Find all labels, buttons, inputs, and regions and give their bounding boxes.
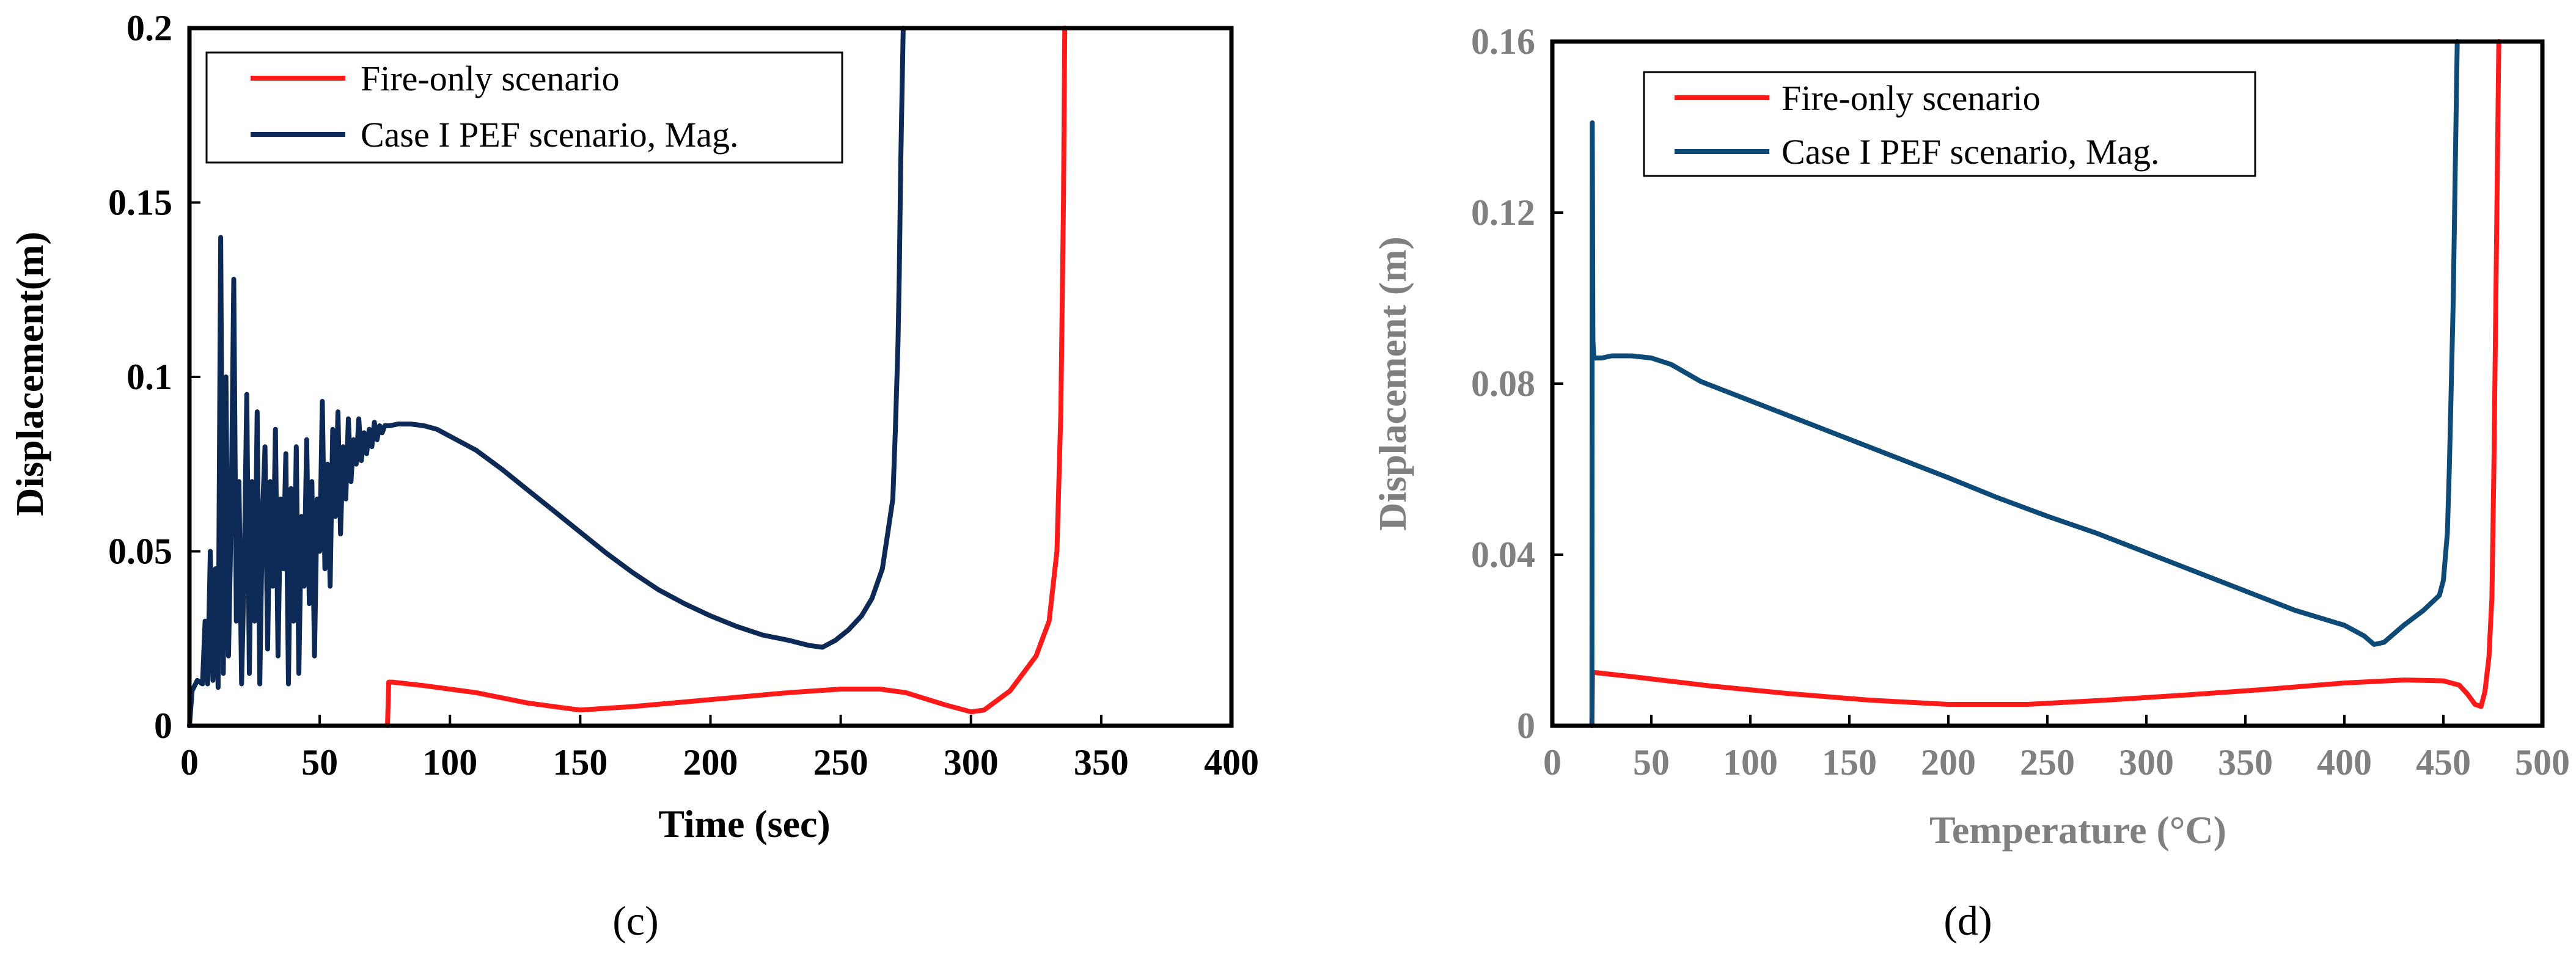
- chart-c-y-tick-label-3: 0.15: [108, 183, 172, 223]
- chart-c-legend: Fire-only scenario Case I PEF scenario, …: [205, 51, 843, 164]
- chart-d-series-layer: [1589, 39, 2501, 728]
- chart-d-x-tick-label-8: 400: [2317, 742, 2372, 783]
- chart-c-legend-label-pef: Case I PEF scenario, Mag.: [361, 115, 739, 155]
- chart-c-tick-marks: [188, 27, 1233, 727]
- chart-c-y-tick-label-2: 0.1: [127, 357, 172, 397]
- chart-c-y-tick-label-0: 0: [154, 706, 172, 746]
- chart-d-y-tick-label-1: 0.04: [1471, 535, 1535, 575]
- chart-c-x-axis-label: Time (sec): [658, 802, 830, 845]
- chart-d-x-tick-label-7: 350: [2218, 742, 2273, 783]
- chart-d-x-tick-label-2: 100: [1723, 742, 1778, 783]
- chart-c-y-axis-label: Displacement(m): [8, 232, 51, 516]
- chart-c-legend-box: [205, 51, 843, 164]
- chart-d-y-axis-label: Displacement (m): [1371, 236, 1414, 531]
- chart-c-x-tick-label-4: 200: [683, 742, 738, 783]
- chart-panel-d: 0 50 100 150 200 250 300 350 400 450 500 0 0.04 0.08…: [1371, 21, 2570, 944]
- chart-d-legend-label-fire: Fire-only scenario: [1782, 78, 2041, 118]
- chart-c-y-tick-labels: 0 0.05 0.1 0.15 0.2: [108, 8, 172, 746]
- chart-d-x-tick-label-3: 150: [1822, 742, 1877, 783]
- chart-c-x-tick-label-1: 50: [301, 742, 338, 783]
- chart-d-panel-label: (d): [1943, 897, 1992, 944]
- chart-d-y-tick-labels: 0 0.04 0.08 0.12 0.16: [1471, 21, 1535, 746]
- chart-c-x-tick-label-6: 300: [944, 742, 999, 783]
- chart-d-tick-marks: [1551, 40, 2544, 727]
- chart-d-x-tick-label-1: 50: [1633, 742, 1670, 783]
- chart-c-legend-label-fire: Fire-only scenario: [361, 59, 620, 98]
- chart-c-x-tick-label-5: 250: [813, 742, 868, 783]
- chart-d-y-tick-label-4: 0.16: [1471, 21, 1535, 62]
- chart-d-x-axis-label: Temperature (°C): [1929, 808, 2226, 852]
- chart-d-x-tick-label-10: 500: [2515, 742, 2570, 783]
- chart-d-series-fire-only-line: [1589, 39, 2501, 728]
- chart-c-x-tick-label-8: 400: [1204, 742, 1259, 783]
- chart-c-y-tick-label-4: 0.2: [127, 8, 172, 48]
- chart-d-legend-box: [1643, 71, 2256, 177]
- chart-panel-c: 0 50 100 150 200 250 300 350 400 0 0.05 0.1 0.15 0.2…: [8, 8, 1259, 944]
- chart-d-y-tick-label-0: 0: [1517, 706, 1535, 746]
- chart-c-x-tick-label-7: 350: [1074, 742, 1129, 783]
- chart-c-panel-label: (c): [612, 897, 658, 944]
- chart-c-x-tick-label-2: 100: [422, 742, 477, 783]
- chart-d-x-tick-label-9: 450: [2416, 742, 2471, 783]
- chart-d-y-tick-label-2: 0.08: [1471, 363, 1535, 404]
- chart-c-series-pef-mag-line: [187, 26, 906, 728]
- chart-c-y-tick-label-1: 0.05: [108, 531, 172, 572]
- chart-d-series-pef-mag-line: [1589, 39, 2460, 728]
- chart-c-series-fire-only-line: [385, 26, 1068, 728]
- chart-d-x-tick-label-4: 200: [1921, 742, 1976, 783]
- chart-d-y-tick-label-3: 0.12: [1471, 192, 1535, 233]
- chart-c-series-layer: [187, 26, 1068, 728]
- chart-d-x-tick-label-6: 300: [2119, 742, 2174, 783]
- chart-c-x-tick-label-3: 150: [552, 742, 607, 783]
- chart-c-x-tick-labels: 0 50 100 150 200 250 300 350 400: [180, 742, 1259, 783]
- chart-c-x-tick-label-0: 0: [180, 742, 199, 783]
- chart-d-x-tick-label-0: 0: [1543, 742, 1561, 783]
- chart-d-x-tick-labels: 0 50 100 150 200 250 300 350 400 450 500: [1543, 742, 2570, 783]
- chart-d-legend-label-pef: Case I PEF scenario, Mag.: [1782, 132, 2160, 172]
- chart-d-x-tick-label-5: 250: [2020, 742, 2075, 783]
- chart-d-legend: Fire-only scenario Case I PEF scenario, …: [1643, 71, 2256, 177]
